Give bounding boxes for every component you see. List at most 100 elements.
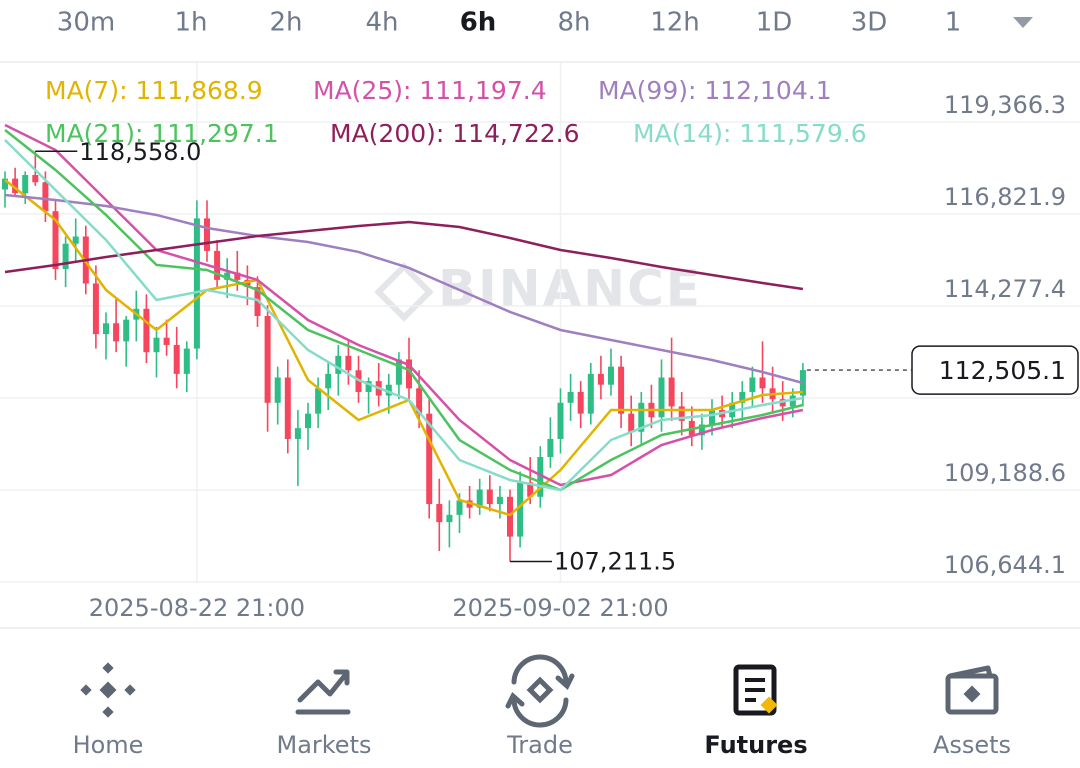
x-tick-label: 2025-09-02 21:00 <box>452 594 668 622</box>
candle-body <box>517 482 524 537</box>
last-price-box <box>911 345 1079 395</box>
timeframe-tab[interactable]: 30m <box>57 8 115 38</box>
bottom-nav: Home Markets Trade Futures Assets <box>73 654 1011 759</box>
candle-body <box>32 175 39 183</box>
candle-body <box>193 218 200 349</box>
candle-body <box>557 402 564 439</box>
candle-body <box>446 514 453 523</box>
candle-body <box>698 424 705 436</box>
candle-body <box>709 410 715 425</box>
nav-label[interactable]: Assets <box>933 731 1011 759</box>
candle-body <box>547 438 554 458</box>
candle-body <box>345 355 352 371</box>
dropdown-arrow[interactable] <box>1013 17 1033 28</box>
candle-body <box>72 236 79 244</box>
candle-body <box>527 482 534 497</box>
ma-line <box>4 128 804 492</box>
candle-body <box>395 359 402 385</box>
candle-body <box>456 500 463 515</box>
candle-body <box>204 218 210 251</box>
candle-body <box>214 250 221 280</box>
timeframe-tab[interactable]: 1 <box>945 8 962 38</box>
low-label: 107,211.5 <box>554 547 676 575</box>
nav-label[interactable]: Trade <box>506 731 573 759</box>
ma-legend: MA(200): 114,722.6 <box>330 119 580 148</box>
ma-legend: MA(21): 111,297.1 <box>45 119 279 148</box>
candle-body <box>163 337 170 345</box>
candle-body <box>507 496 513 537</box>
assets-icon[interactable] <box>945 665 999 715</box>
timeframe-tab[interactable]: 8h <box>557 8 590 38</box>
ma-legend: MA(25): 111,197.4 <box>313 76 547 105</box>
timeframe-tab[interactable]: 6h <box>460 8 497 38</box>
timeframe-tab[interactable]: 4h <box>365 8 398 38</box>
timeframe-tab[interactable]: 12h <box>650 8 700 38</box>
candle-body <box>385 384 392 396</box>
candle-body <box>597 373 604 385</box>
candle-body <box>365 381 372 392</box>
candle-body <box>143 308 150 353</box>
candle-body <box>103 323 109 335</box>
ma-legend: MA(99): 112,104.1 <box>598 76 832 105</box>
candle-body <box>325 373 332 389</box>
y-tick-label: 109,188.6 <box>944 459 1066 487</box>
chart <box>0 62 1080 583</box>
timeframe-tab[interactable]: 1D <box>756 8 793 38</box>
candle-body <box>274 377 281 403</box>
ma-line <box>4 220 804 291</box>
y-tick-label: 106,644.1 <box>944 551 1066 579</box>
candle-body <box>294 428 301 439</box>
candle-body <box>426 413 433 505</box>
ma-line <box>4 139 804 492</box>
timeframe-tab[interactable]: 2h <box>269 8 302 38</box>
candle-body <box>173 344 180 374</box>
candle-body <box>496 496 503 505</box>
markets-icon[interactable] <box>295 669 351 715</box>
candle-body <box>416 388 423 414</box>
candle-body <box>587 373 594 414</box>
candle-body <box>658 377 665 418</box>
ma-line <box>4 193 804 385</box>
candle-body <box>52 211 59 270</box>
high-label: 118,558.0 <box>79 138 201 166</box>
candle-body <box>436 504 443 523</box>
candle-body <box>305 413 311 429</box>
candle-body <box>264 316 271 403</box>
candle-body <box>567 391 574 403</box>
candle-body <box>42 182 49 212</box>
candle-body <box>638 402 645 432</box>
candle-body <box>779 399 786 407</box>
candle-body <box>224 272 231 280</box>
overlay: 119,366.3116,821.9114,277.4111,733.0109,… <box>35 76 1079 622</box>
last-price-label: 112,505.1 <box>939 356 1066 385</box>
candle-body <box>537 457 544 497</box>
candle-body <box>244 279 251 288</box>
candle-body <box>618 366 625 414</box>
timeframe-tab[interactable]: 1h <box>174 8 207 38</box>
candle-body <box>608 366 614 385</box>
y-tick-label: 116,821.9 <box>944 183 1066 211</box>
futures-icon[interactable] <box>733 664 778 716</box>
candle-body <box>284 377 291 439</box>
nav-label[interactable]: Futures <box>704 731 807 759</box>
y-tick-label: 119,366.3 <box>944 91 1066 119</box>
timeframe-tab[interactable]: 3D <box>851 8 888 38</box>
candle-body <box>628 413 635 432</box>
candle-body <box>406 359 412 389</box>
candle-body <box>153 337 160 353</box>
candle-body <box>123 319 130 342</box>
candle-body <box>476 489 483 508</box>
candle-body <box>749 377 756 392</box>
ma-legend: MA(7): 111,868.9 <box>45 76 263 105</box>
ma-legend: MA(14): 111,579.6 <box>633 119 867 148</box>
candle-body <box>113 323 120 342</box>
y-tick-label: 114,277.4 <box>944 275 1066 303</box>
nav-label[interactable]: Home <box>73 731 144 759</box>
ma-line <box>4 123 804 487</box>
trade-icon[interactable] <box>505 654 575 728</box>
candle-body <box>315 388 322 414</box>
nav-label[interactable]: Markets <box>276 731 371 759</box>
candle-body <box>668 377 675 407</box>
